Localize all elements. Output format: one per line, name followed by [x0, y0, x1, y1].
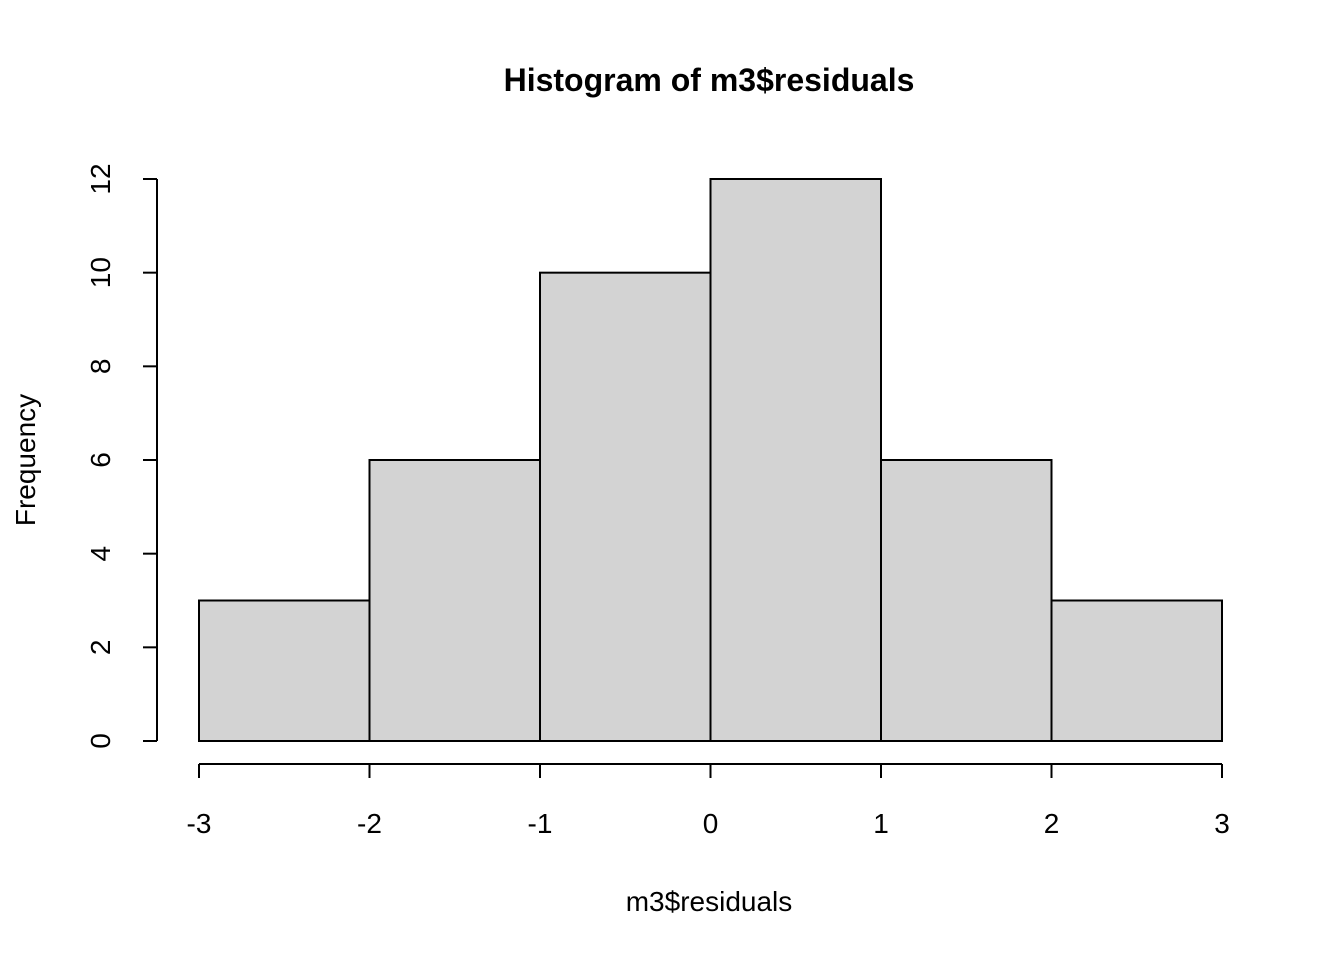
x-tick-label-4: 1	[873, 808, 889, 839]
histogram-bar-2	[539, 271, 712, 742]
x-axis: -3 -2 -1 0 1 2 3	[187, 763, 1230, 839]
x-tick-label-0: -3	[187, 808, 212, 839]
y-tick-label-1: 2	[85, 640, 116, 656]
histogram-bar-0	[198, 599, 371, 742]
histogram-bars	[198, 178, 1223, 742]
y-axis-label: Frequency	[10, 394, 41, 526]
y-tick-label-6: 12	[85, 163, 116, 194]
x-tick-label-1: -2	[357, 808, 382, 839]
x-tick-label-3: 0	[703, 808, 719, 839]
y-tick-label-5: 10	[85, 257, 116, 288]
x-tick-label-5: 2	[1044, 808, 1060, 839]
x-tick-label-6: 3	[1214, 808, 1230, 839]
y-tick-label-4: 8	[85, 359, 116, 375]
histogram-bar-3	[709, 178, 882, 742]
x-axis-label: m3$residuals	[626, 886, 793, 917]
histogram-bar-4	[880, 459, 1053, 742]
y-tick-label-2: 4	[85, 546, 116, 562]
histogram-bar-5	[1050, 599, 1223, 742]
histogram-bar-1	[368, 459, 541, 742]
y-tick-label-3: 6	[85, 452, 116, 468]
x-tick-label-2: -1	[528, 808, 553, 839]
chart-title: Histogram of m3$residuals	[504, 62, 915, 98]
y-tick-label-0: 0	[85, 733, 116, 749]
y-axis: 0 2 4 6 8 10 12	[85, 163, 158, 749]
